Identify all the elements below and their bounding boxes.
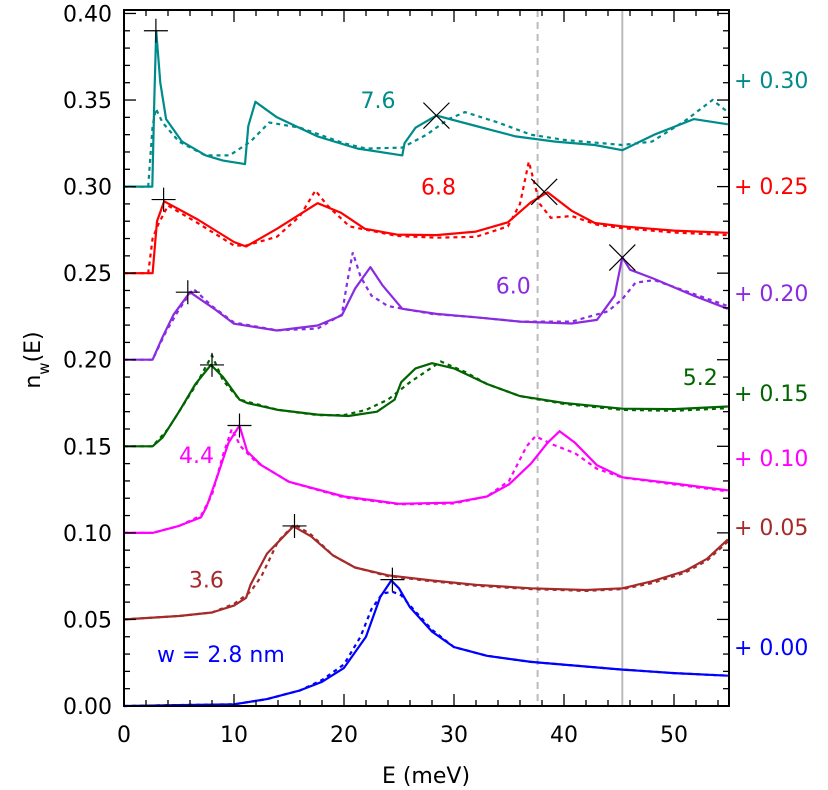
x-tick-label: 30	[440, 723, 468, 748]
plus-marker	[175, 280, 200, 305]
x-tick-label: 20	[330, 723, 358, 748]
series-dashed-line	[124, 426, 729, 534]
x-tick-label: 50	[660, 723, 688, 748]
offset-label: + 0.25	[734, 175, 808, 200]
series-solid-line	[124, 191, 728, 275]
x-tick-label: 0	[117, 723, 131, 748]
offset-label: + 0.15	[734, 382, 808, 407]
plus-marker	[143, 18, 168, 43]
y-axis-label: nw(E)	[21, 331, 53, 388]
offset-label: + 0.10	[734, 447, 808, 472]
x-marker	[530, 178, 558, 206]
series-dashed-line	[124, 252, 729, 361]
series-label: 7.6	[361, 89, 396, 114]
y-tick-label: 0.05	[63, 608, 112, 633]
offset-label: + 0.30	[734, 69, 808, 94]
axis-ticks: 0 10 20 30 40 50 0.00 0.05 0.10 0.15 0.20 0.25 0.30 0…	[63, 2, 729, 748]
series-solid-line	[124, 424, 729, 534]
series-label: w = 2.8 nm	[157, 643, 285, 668]
series-label: 5.2	[683, 366, 718, 391]
series-solid-line	[124, 29, 729, 188]
series-label: 6.0	[496, 274, 531, 299]
series-label: 4.4	[179, 444, 214, 469]
curves	[123, 29, 729, 708]
series-dashed-line	[124, 98, 729, 188]
x-marker	[608, 244, 636, 272]
y-tick-label: 0.40	[63, 2, 112, 27]
peak-markers	[143, 18, 636, 592]
x-tick-label: 40	[550, 723, 578, 748]
series-solid-line	[124, 256, 729, 361]
y-tick-label: 0.15	[63, 435, 112, 460]
series-solid-line	[123, 525, 729, 621]
offset-label: + 0.00	[734, 636, 808, 661]
series-label: 6.8	[421, 176, 456, 201]
offset-label: + 0.20	[734, 282, 808, 307]
plot-frame	[123, 9, 730, 707]
series-solid-line	[124, 362, 728, 448]
x-axis-label: E (meV)	[382, 764, 470, 789]
y-tick-label: 0.25	[63, 262, 112, 287]
plus-marker	[200, 352, 224, 377]
x-tick-label: 10	[220, 723, 248, 748]
y-tick-label: 0.30	[63, 176, 112, 201]
series-label: 3.6	[189, 569, 224, 594]
y-tick-label: 0.10	[63, 522, 112, 547]
plus-marker	[227, 413, 252, 438]
plus-marker	[151, 187, 176, 212]
x-marker	[422, 102, 450, 130]
series-dashed-line	[124, 161, 728, 275]
plus-marker	[380, 567, 405, 592]
y-tick-label: 0.35	[63, 89, 112, 114]
series-solid-line	[123, 579, 728, 708]
y-tick-label: 0.00	[63, 695, 112, 720]
reference-lines	[536, 10, 624, 706]
plus-marker	[282, 513, 307, 538]
offset-label: + 0.05	[734, 516, 808, 541]
y-tick-label: 0.20	[63, 349, 112, 374]
series-labels: 7.6 + 0.30 6.8 + 0.25 6.0 + 0.20 5.2 + 0.15 4.4 +…	[157, 69, 808, 668]
